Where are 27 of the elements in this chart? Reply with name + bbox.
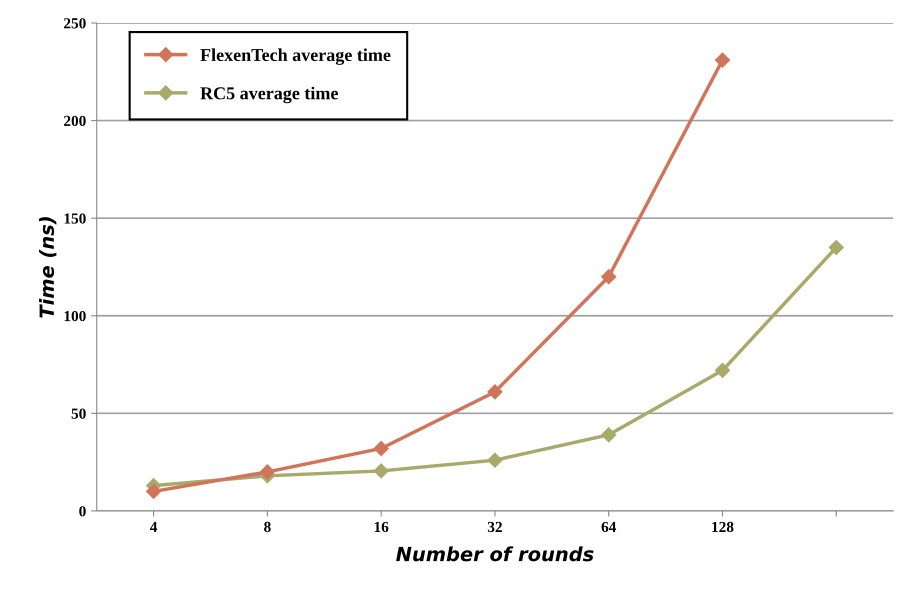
x-tick-label: 16 bbox=[374, 522, 388, 532]
y-tick-label: 50 bbox=[72, 408, 86, 419]
point bbox=[146, 484, 162, 499]
x-tick-label: 4 bbox=[150, 522, 158, 532]
x-tick-label: 64 bbox=[602, 522, 616, 532]
y-tick-label: 100 bbox=[64, 310, 86, 322]
point bbox=[601, 427, 616, 442]
point bbox=[260, 464, 275, 480]
point bbox=[714, 362, 730, 378]
y-tick-label: 0 bbox=[79, 506, 86, 516]
point bbox=[714, 52, 730, 68]
point bbox=[374, 463, 389, 478]
point bbox=[374, 440, 389, 456]
point bbox=[487, 384, 503, 400]
y-axis-title: Time (ns) bbox=[39, 217, 56, 318]
y-tick-label: 200 bbox=[64, 116, 86, 126]
x-tick-label: 32 bbox=[488, 522, 502, 532]
y-tick-label: 250 bbox=[64, 18, 86, 28]
point bbox=[828, 240, 844, 256]
y-tick-label: 150 bbox=[64, 213, 86, 224]
point bbox=[601, 269, 616, 284]
point bbox=[487, 452, 503, 468]
x-axis-title: Number of rounds bbox=[396, 546, 594, 562]
legend-label: RC5 average time bbox=[200, 86, 338, 104]
x-tick-label: 128 bbox=[712, 522, 734, 532]
x-tick-label: 8 bbox=[264, 522, 271, 532]
legend-label: FlexenTech average time bbox=[200, 48, 390, 65]
